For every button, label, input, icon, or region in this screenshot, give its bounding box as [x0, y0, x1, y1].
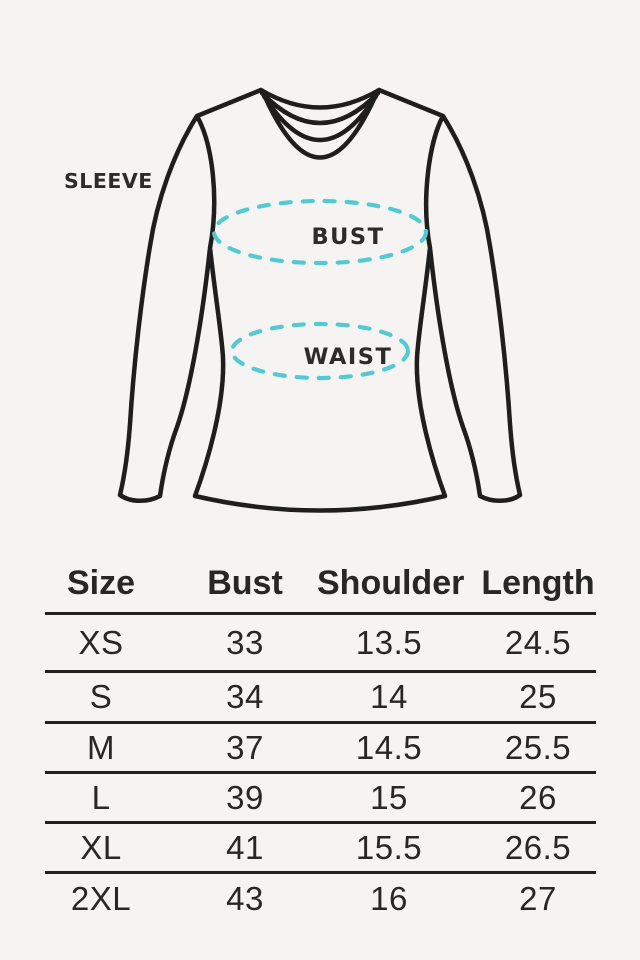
table-row: XS 33 13.5 24.5 — [29, 615, 615, 670]
column-header-size: Size — [66, 563, 136, 602]
table-divider — [45, 721, 596, 724]
table-row: S 34 14 25 — [29, 673, 615, 721]
bust-cell: 37 — [226, 728, 264, 766]
size-cell: XL — [80, 828, 122, 866]
table-row: 2XL 43 16 27 — [29, 874, 615, 924]
table-divider — [45, 821, 596, 824]
table-divider — [45, 612, 596, 615]
size-cell: M — [87, 728, 115, 766]
length-cell: 24.5 — [504, 623, 572, 661]
column-header-length: Length — [481, 563, 595, 602]
shoulder-cell: 14.5 — [355, 728, 423, 766]
length-cell: 27 — [519, 880, 557, 917]
size-cell: L — [91, 778, 111, 816]
column-header-shoulder: Shoulder — [317, 563, 465, 602]
waist-measure-ellipse — [229, 321, 411, 381]
table-row: L 39 15 26 — [29, 774, 615, 821]
table-header-row: Size Bust Shoulder Length — [29, 556, 615, 610]
shirt-diagram: SLEEVE BUST WAIST — [64, 87, 523, 513]
table-divider — [45, 670, 596, 673]
size-cell: XS — [78, 623, 124, 661]
table-divider — [45, 871, 596, 874]
waist-label: WAIST — [304, 344, 393, 370]
table-divider — [45, 771, 596, 774]
shirt-outline — [117, 87, 523, 513]
column-header-bust: Bust — [207, 563, 283, 602]
bust-cell: 39 — [226, 778, 264, 816]
shoulder-cell: 14 — [370, 678, 408, 715]
size-cell: S — [89, 678, 113, 715]
table-row: XL 41 15.5 26.5 — [29, 824, 615, 871]
shoulder-cell: 16 — [370, 880, 408, 917]
shoulder-cell: 15.5 — [355, 828, 423, 866]
size-cell: 2XL — [70, 880, 132, 917]
length-cell: 25 — [519, 678, 557, 715]
sleeve-label: SLEEVE — [64, 169, 153, 193]
shoulder-cell: 13.5 — [355, 623, 423, 661]
table-row: M 37 14.5 25.5 — [29, 724, 615, 771]
collar-lines — [258, 87, 382, 160]
length-cell: 26.5 — [504, 828, 572, 866]
bust-measure-ellipse — [211, 198, 429, 266]
bust-label: BUST — [312, 224, 385, 250]
length-cell: 25.5 — [504, 728, 572, 766]
length-cell: 26 — [519, 778, 557, 816]
bust-cell: 41 — [226, 828, 264, 866]
bust-cell: 43 — [226, 880, 264, 917]
bust-cell: 34 — [226, 678, 264, 715]
shoulder-cell: 15 — [370, 778, 408, 816]
bust-cell: 33 — [226, 623, 264, 661]
